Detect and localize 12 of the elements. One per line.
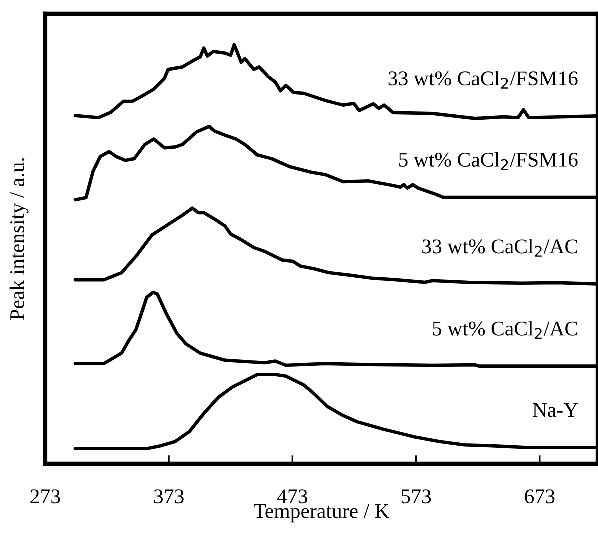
- series-label: 5 wt% CaCl$_{2}$/FSM16: [399, 152, 578, 170]
- x-axis-title: Temperature / K: [254, 504, 390, 523]
- x-tick-label: 673: [525, 490, 555, 504]
- x-tick-label: 473: [277, 490, 308, 504]
- series-label: Na-Y: [532, 403, 578, 418]
- y-axis-title: Peak intensity / a.u.: [10, 158, 29, 320]
- series-label: 33 wt% CaCl$_{2}$/AC: [422, 239, 578, 257]
- x-tick-label: 373: [154, 490, 184, 504]
- series-label: 5 wt% CaCl$_{2}$/AC: [433, 321, 578, 340]
- series-label: 33 wt% CaCl$_{2}$/FSM16: [388, 71, 578, 89]
- x-tick-label: 273: [30, 490, 60, 504]
- x-tick-label: 573: [402, 490, 432, 504]
